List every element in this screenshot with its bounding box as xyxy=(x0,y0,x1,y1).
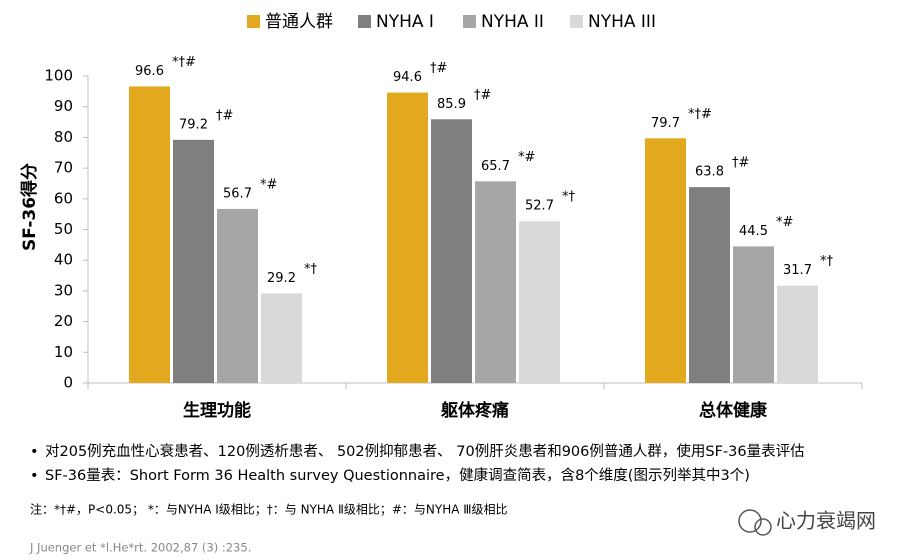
value-label: 65.7 xyxy=(481,159,510,174)
y-tick-label: 70 xyxy=(54,159,73,177)
significance: *† xyxy=(820,254,834,269)
x-tick-label: 躯体疼痛 xyxy=(440,400,509,421)
significance: *†# xyxy=(172,55,196,70)
watermark-text: 心力衰竭网 xyxy=(776,509,876,533)
value-label: 79.7 xyxy=(651,116,680,131)
y-axis-label: SF-36得分 xyxy=(19,163,40,251)
y-tick-label: 10 xyxy=(54,343,73,361)
bar xyxy=(129,86,170,384)
significance: †# xyxy=(216,108,233,123)
value-label: 79.2 xyxy=(179,117,208,132)
y-tick-label: 90 xyxy=(54,97,73,115)
bar xyxy=(475,181,516,383)
watermark-icon xyxy=(738,509,762,533)
legend-label: NYHA II xyxy=(481,12,544,32)
x-tick-label: 生理功能 xyxy=(183,400,251,421)
legend-swatch xyxy=(463,15,476,28)
bar xyxy=(387,92,428,383)
significance: *# xyxy=(776,215,793,230)
bar xyxy=(733,246,774,383)
legend-label: NYHA III xyxy=(588,12,656,32)
value-label: 63.8 xyxy=(695,165,724,180)
reference: J Juenger et *l.He*rt. 2002,87 (3) :235. xyxy=(29,541,251,555)
value-label: 31.7 xyxy=(783,263,812,278)
bar xyxy=(777,285,818,383)
significance: †# xyxy=(430,61,447,76)
legend-swatch xyxy=(570,15,583,28)
watermark: 心力衰竭网 xyxy=(738,509,876,536)
bullet-text: SF-36量表：Short Form 36 Health survey Ques… xyxy=(45,467,750,484)
bar xyxy=(645,138,686,383)
value-label: 44.5 xyxy=(739,224,768,239)
y-tick-label: 100 xyxy=(44,67,73,85)
bar xyxy=(689,187,730,383)
bar xyxy=(173,139,214,383)
value-label: 52.7 xyxy=(525,199,554,214)
bar xyxy=(261,293,302,383)
bullet-text: 对205例充血性心衰患者、120例透析患者、 502例抑郁患者、 70例肝炎患者… xyxy=(45,443,805,460)
y-tick-label: 60 xyxy=(54,189,73,207)
value-label: 56.7 xyxy=(223,186,252,201)
value-label: 96.6 xyxy=(135,64,164,79)
bar xyxy=(217,208,258,383)
bar xyxy=(519,221,560,383)
watermark-icon xyxy=(754,518,772,536)
value-label: 85.9 xyxy=(437,97,466,112)
value-label: 29.2 xyxy=(267,271,296,286)
y-tick-label: 50 xyxy=(54,220,73,238)
y-tick-label: 0 xyxy=(63,374,73,392)
significance: *† xyxy=(304,262,318,277)
legend-label: 普通人群 xyxy=(265,12,333,32)
y-tick-label: 30 xyxy=(54,281,73,299)
y-tick-label: 40 xyxy=(54,251,73,269)
bullet-dot: • xyxy=(30,468,39,484)
legend-swatch xyxy=(358,15,371,28)
significance: *# xyxy=(518,150,535,165)
y-tick-label: 80 xyxy=(54,128,73,146)
significance: †# xyxy=(732,156,749,171)
value-label: 94.6 xyxy=(393,70,422,85)
bar xyxy=(431,119,472,384)
significance: †# xyxy=(474,88,491,103)
x-tick-label: 总体健康 xyxy=(699,400,768,421)
significance: *† xyxy=(562,190,576,205)
footnote: 注：*†#，P<0.05； *：与NYHA Ⅰ级相比；†：与 NYHA Ⅱ级相比… xyxy=(30,502,508,517)
bullet-dot: • xyxy=(30,444,39,460)
significance: *†# xyxy=(688,107,712,122)
legend-label: NYHA I xyxy=(376,12,434,32)
legend-swatch xyxy=(247,15,260,28)
significance: *# xyxy=(260,177,277,192)
y-tick-label: 20 xyxy=(54,312,73,330)
